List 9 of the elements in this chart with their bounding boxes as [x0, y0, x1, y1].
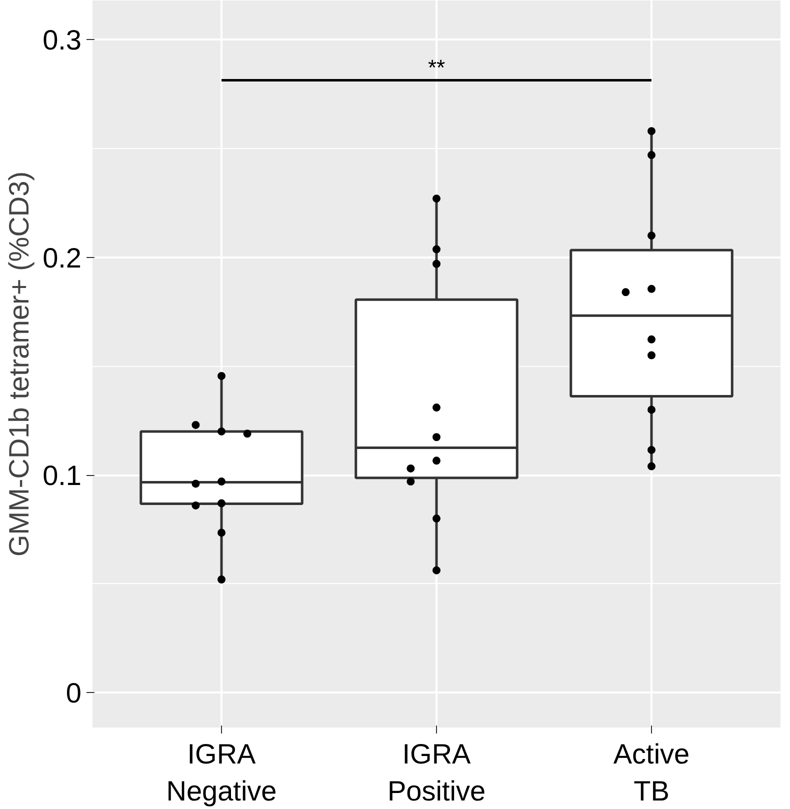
y-axis-title: GMM-CD1b tetramer+ (%CD3) [4, 171, 35, 557]
y-tick-label: 0.1 [42, 460, 82, 492]
y-tick-label: 0.2 [42, 242, 82, 274]
annotation: ** [428, 55, 446, 80]
y-tick-label: 0.3 [42, 24, 82, 56]
x-tick-label: Active TB [613, 738, 690, 807]
x-tick-label: IGRA Positive [387, 738, 486, 807]
y-tick-label: 0 [66, 678, 82, 709]
x-tick-label: IGRA Negative [166, 738, 277, 807]
